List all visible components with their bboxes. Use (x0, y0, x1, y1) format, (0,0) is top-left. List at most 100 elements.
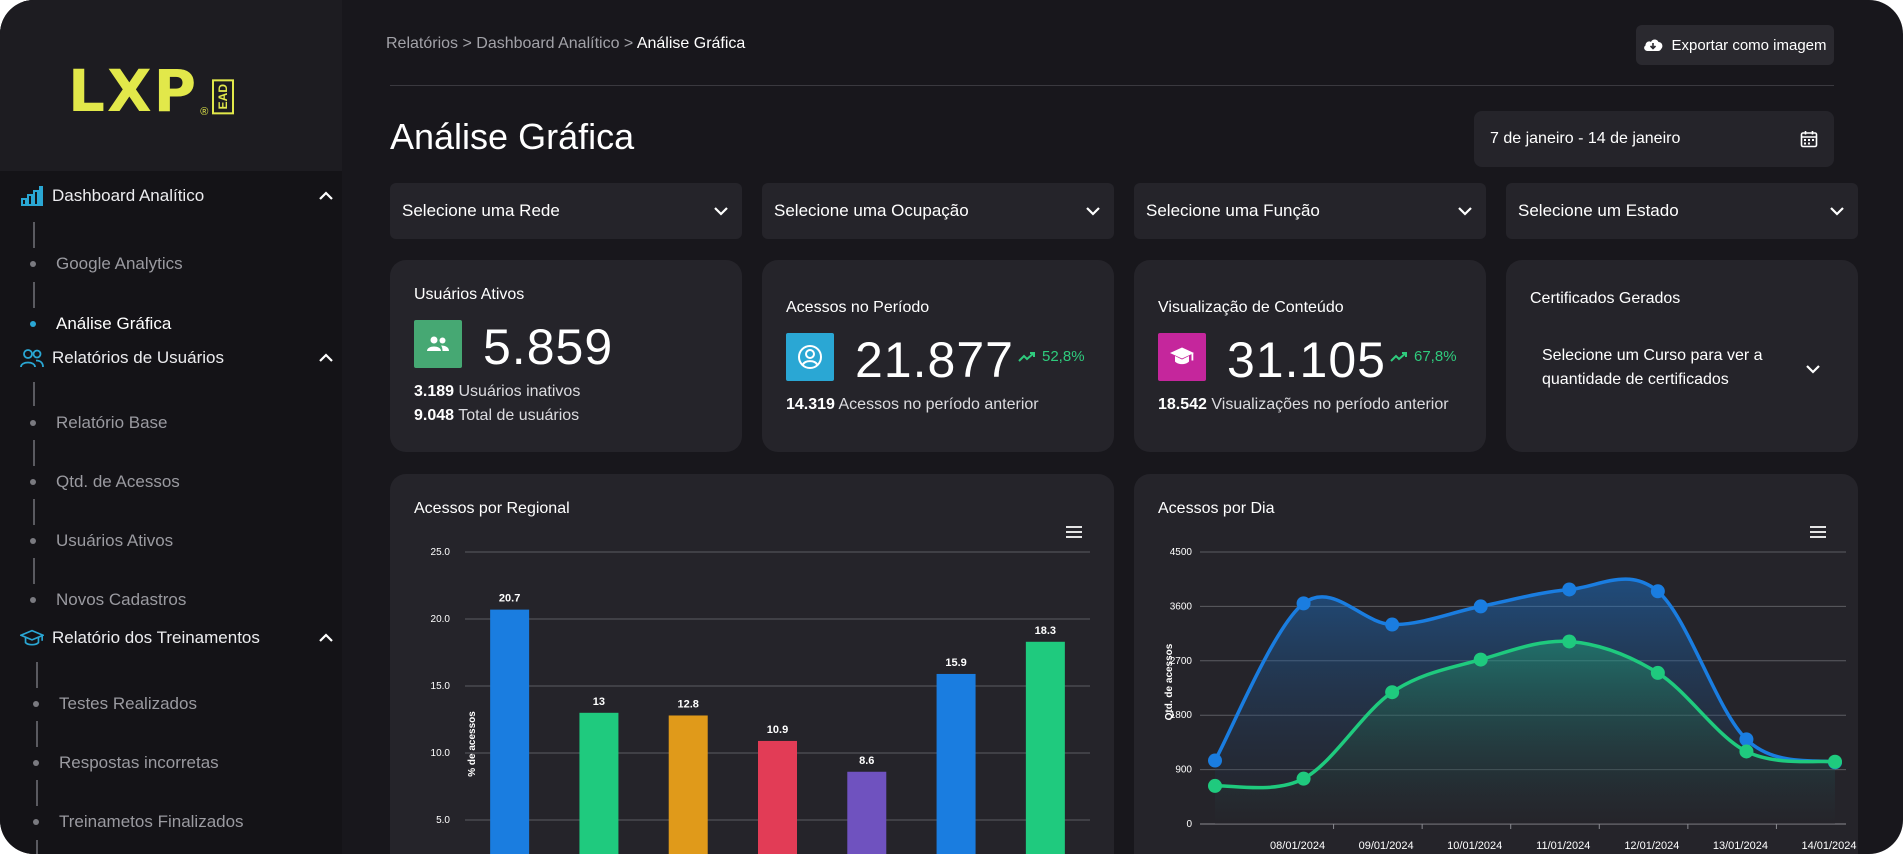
select-label: Selecione uma Função (1146, 201, 1320, 220)
menu-icon[interactable] (1066, 526, 1082, 538)
select-label: Selecione um Estado (1518, 201, 1679, 220)
data-point (1473, 599, 1488, 614)
logo-ead-badge: EAD (212, 78, 235, 114)
bullet-dot (33, 701, 39, 707)
export-image-button[interactable]: Exportar como imagem (1636, 25, 1834, 65)
sidebar-group-relatorio-treinamentos[interactable]: Relatório dos Treinamentos (20, 624, 336, 652)
menu-icon[interactable] (1810, 526, 1826, 538)
certificate-course-select[interactable]: Selecione um Curso para ver a quantidade… (1542, 347, 1763, 388)
kpi-previous-number: 18.542 (1158, 396, 1207, 413)
sidebar-item-google-analytics[interactable]: Google Analytics (30, 254, 183, 274)
bar-value-label: 20.7 (499, 593, 520, 605)
x-tick-label: 11/01/2024 (1536, 840, 1590, 852)
sidebar-item-usuarios-ativos[interactable]: Usuários Ativos (30, 531, 173, 551)
bullet-dot (30, 420, 36, 426)
data-point (1296, 596, 1311, 611)
bar (579, 712, 619, 854)
select-label: Selecione uma Ocupação (774, 201, 969, 220)
sidebar-item-label: Google Analytics (56, 254, 183, 273)
sidebar-item-testes-realizados[interactable]: Testes Realizados (33, 694, 197, 714)
y-tick-label: 2700 (1170, 656, 1193, 667)
kpi-previous-number: 14.319 (786, 396, 835, 413)
trend-up-icon (1390, 351, 1407, 362)
sidebar-item-label: Análise Gráfica (56, 314, 172, 333)
sidebar-item-label: Testes Realizados (59, 694, 197, 713)
sidebar-item-relatorio-base[interactable]: Relatório Base (30, 413, 168, 433)
chevron-down-icon[interactable] (1804, 360, 1822, 378)
date-range-value: 7 de janeiro - 14 de janeiro (1490, 130, 1681, 147)
sidebar-item-treinamentos-finalizados[interactable]: Treinametos Finalizados (33, 812, 244, 832)
chart-panel-daily: Acessos por Dia 0 900 1800 2700 3600 4500 08/… (1134, 474, 1858, 854)
sidebar-group-relatorios-usuarios[interactable]: Relatórios de Usuários (20, 344, 336, 372)
select-ocupacao[interactable]: Selecione uma Ocupação (762, 183, 1114, 239)
breadcrumb-path[interactable]: Relatórios > Dashboard Analítico > (386, 35, 637, 52)
data-point (1562, 582, 1577, 597)
sidebar-item-novos-cadastros[interactable]: Novos Cadastros (30, 590, 186, 610)
select-rede[interactable]: Selecione uma Rede (390, 183, 742, 239)
data-point (1828, 754, 1842, 769)
kpi-previous-label: Visualizações no período anterior (1211, 396, 1449, 413)
kpi-delta-value: 67,8% (1414, 348, 1457, 365)
bar (936, 673, 976, 854)
bullet-dot (30, 479, 36, 485)
tree-line (33, 222, 35, 248)
bar (668, 715, 708, 854)
export-button-label: Exportar como imagem (1671, 36, 1827, 54)
kpi-title: Visualização de Conteúdo (1158, 299, 1344, 316)
sidebar-item-label: Novos Cadastros (56, 590, 187, 609)
kpi-title: Usuários Ativos (414, 286, 525, 303)
kpi-delta: 52,8% (1018, 348, 1085, 365)
bullet-dot (30, 261, 36, 267)
data-point (1562, 634, 1577, 649)
series-line (1214, 639, 1836, 790)
chevron-up-icon[interactable] (316, 348, 336, 368)
select-estado[interactable]: Selecione um Estado (1506, 183, 1858, 239)
kpi-value: 5.859 (483, 319, 614, 375)
tree-line (36, 780, 38, 806)
chevron-up-icon[interactable] (316, 628, 336, 648)
bullet-dot (33, 819, 39, 825)
sidebar-item-respostas-incorretas[interactable]: Respostas incorretas (33, 753, 219, 773)
kpi-delta: 67,8% (1390, 348, 1457, 365)
y-tick-label: 3600 (1170, 601, 1193, 612)
kpi-card-content-views: Visualização de Conteúdo 31.105 67,8% 18… (1134, 260, 1486, 452)
chevron-down-icon (1830, 207, 1844, 216)
cloud-download-icon (1644, 39, 1663, 51)
bar-value-label: 13 (593, 696, 605, 708)
bar (758, 740, 797, 854)
chart-panel-regional: Acessos por Regional 5.0 10.0 15.0 20.0 25.0… (390, 474, 1114, 854)
chart-y-ticks: 0 900 1800 2700 3600 4500 (1170, 547, 1193, 830)
data-point (1385, 617, 1400, 632)
kpi-total-label: Total de usuários (458, 407, 580, 424)
graduation-cap-icon (20, 626, 44, 650)
chart-y-axis-label: % de acessos (467, 711, 478, 777)
data-point (1739, 732, 1754, 747)
bullet-dot (30, 538, 36, 544)
kpi-previous: 14.319 Acessos no período anterior (786, 396, 1039, 414)
bullet-dot (30, 321, 36, 327)
data-point (1296, 771, 1311, 786)
x-tick-label: 08/01/2024 (1270, 840, 1325, 852)
tree-line (33, 499, 35, 525)
kpi-title: Acessos no Período (786, 299, 930, 316)
bar-value-label: 10.9 (767, 724, 788, 736)
select-label: Selecione uma Rede (402, 201, 560, 220)
main-content: Relatórios > Dashboard Analítico > Análi… (342, 0, 1903, 854)
sidebar-group-dashboard-analitico[interactable]: Dashboard Analítico (20, 182, 336, 210)
series-area (1215, 641, 1835, 824)
bar (847, 771, 887, 854)
logo[interactable]: LXP ® EAD (68, 62, 235, 120)
sidebar-item-qtd-acessos[interactable]: Qtd. de Acessos (30, 472, 180, 492)
sidebar-item-analise-grafica[interactable]: Análise Gráfica (30, 314, 171, 334)
date-range-picker[interactable]: 7 de janeiro - 14 de janeiro (1474, 111, 1834, 167)
data-point (1650, 665, 1665, 680)
sidebar-group-label: Relatório dos Treinamentos (52, 628, 260, 647)
kpi-previous: 18.542 Visualizações no período anterior (1158, 396, 1449, 414)
select-funcao[interactable]: Selecione uma Função (1134, 183, 1486, 239)
kpi-inactive-number: 3.189 (414, 383, 455, 400)
y-tick-label: 1800 (1170, 710, 1193, 721)
data-point (1473, 652, 1488, 667)
chevron-up-icon[interactable] (316, 186, 336, 206)
chart-y-ticks: 5.0 10.0 15.0 20.0 25.0 (431, 547, 451, 826)
tree-line (36, 840, 38, 854)
